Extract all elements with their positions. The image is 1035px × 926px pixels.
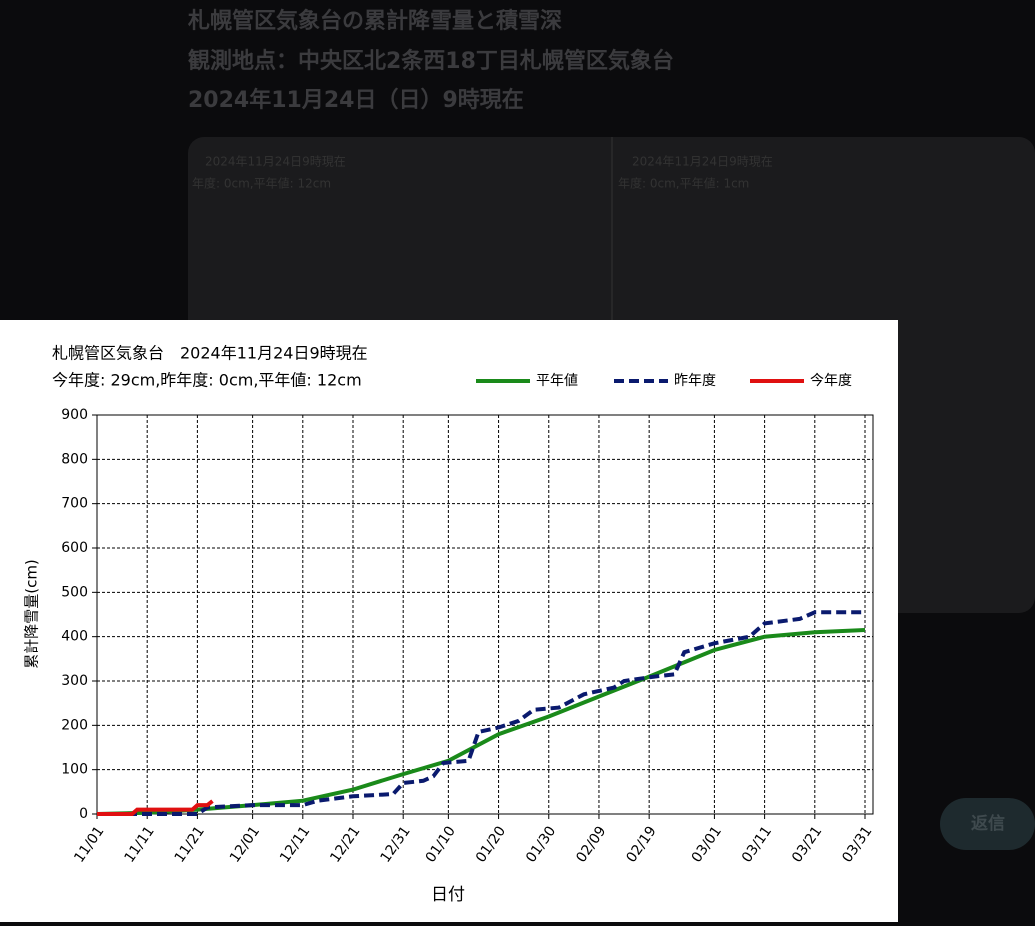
reply-label[interactable]: 返信 — [971, 813, 1005, 834]
chart-subtitle: 今年度: 29cm,昨年度: 0cm,平年値: 12cm — [52, 371, 362, 390]
y-tick-label: 300 — [61, 673, 88, 689]
y-axis-label: 累計降雪量(cm) — [23, 559, 41, 669]
y-tick-label: 600 — [61, 540, 88, 556]
back-text: 2024年11月24日9時現在 — [632, 155, 773, 169]
post-title: 2024年11月24日（日）9時現在 — [188, 87, 524, 113]
chart-title: 札幌管区気象台 2024年11月24日9時現在 — [52, 344, 368, 363]
chart-panel — [0, 320, 898, 922]
y-tick-label: 400 — [61, 629, 88, 645]
back-text: 2024年11月24日9時現在 — [205, 155, 346, 169]
reply-button[interactable] — [940, 798, 1035, 850]
legend-label: 平年値 — [536, 373, 578, 389]
y-tick-label: 800 — [61, 451, 88, 467]
y-tick-label: 200 — [61, 717, 88, 733]
x-axis-label: 日付 — [431, 885, 465, 905]
y-tick-label: 0 — [79, 806, 88, 822]
y-tick-label: 100 — [61, 762, 88, 778]
back-text: 年度: 0cm,平年値: 1cm — [618, 176, 749, 191]
y-tick-label: 700 — [61, 496, 88, 512]
series-line — [97, 799, 214, 816]
y-tick-label: 500 — [61, 584, 88, 600]
back-text: 年度: 0cm,平年値: 12cm — [192, 176, 331, 191]
post-title: 観測地点：中央区北2条西18丁目札幌管区気象台 — [188, 48, 674, 74]
plot-area — [96, 414, 874, 815]
post-title: 札幌管区気象台の累計降雪量と積雪深 — [187, 8, 562, 34]
legend-label: 昨年度 — [674, 373, 716, 389]
y-tick-label: 900 — [61, 407, 88, 423]
legend-label: 今年度 — [810, 373, 852, 389]
